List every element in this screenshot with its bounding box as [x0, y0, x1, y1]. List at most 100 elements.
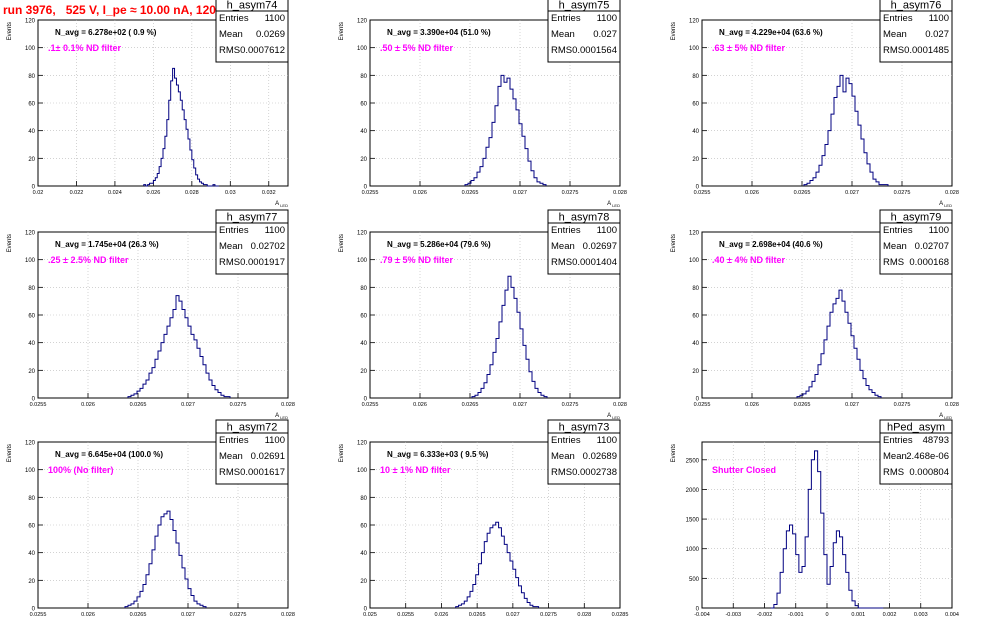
- histogram-name: h_asym78: [559, 212, 610, 224]
- x-tick-label: 0.0275: [540, 612, 557, 618]
- stats-box: [215, 9, 289, 63]
- histogram-series-h_asym77: [127, 295, 231, 398]
- y-tick-label: 60: [360, 524, 367, 530]
- y-tick-label: 100: [25, 258, 36, 264]
- stats-label: RMS: [219, 257, 240, 268]
- x-tick-label: 0.028: [945, 402, 959, 408]
- histogram-panel-h_asym74: 0 20 40 60 80 100 120 0.02 0.022 0.024 0.026 0.028 0…: [7, 0, 289, 208]
- x-tick-label: 0.004: [945, 612, 959, 618]
- navg-label: N_avg = 1.745e+04 (26.3 %): [55, 240, 159, 249]
- histogram-panel-h_asym76: 0 20 40 60 80 100 120 0.0255 0.026 0.0265 0.027 0.0…: [671, 0, 959, 208]
- y-tick-label: 0: [696, 185, 700, 191]
- stats-value: 48793: [923, 435, 949, 446]
- x-tick-label: 0.027: [506, 612, 520, 618]
- y-tick-label: 500: [689, 577, 700, 583]
- y-tick-label: 20: [692, 369, 699, 375]
- y-tick-label: 100: [357, 258, 368, 264]
- stats-label: RMS: [883, 257, 904, 268]
- x-axis-title: A LED: [607, 413, 620, 420]
- stats-label: Entries: [551, 13, 581, 24]
- histogram-series-h_asym73: [455, 521, 540, 608]
- y-tick-label: 100: [357, 46, 368, 52]
- stats-title-box: [547, 209, 621, 224]
- stats-value: 1100: [265, 435, 285, 446]
- y-axis-title: Events: [7, 234, 13, 252]
- stats-label: Entries: [219, 225, 249, 236]
- navg-label: N_avg = 2.698e+04 (40.6 %): [719, 240, 823, 249]
- x-tick-label: -0.004: [694, 612, 710, 618]
- stats-title-box: [879, 209, 953, 224]
- y-tick-label: 0: [32, 397, 36, 403]
- y-tick-label: 0: [364, 607, 368, 613]
- y-tick-label: 2000: [686, 488, 700, 494]
- stats-label: Mean: [551, 29, 575, 40]
- stats-value: 0.02691: [251, 451, 285, 462]
- histogram-series-h_asym72: [124, 510, 207, 608]
- y-axis-title: Events: [339, 444, 345, 462]
- x-tick-label: 0.026: [413, 190, 427, 196]
- y-tick-label: 0: [364, 185, 368, 191]
- navg-label: N_avg = 3.390e+04 (51.0 %): [387, 28, 491, 37]
- histogram-series-h_asym79: [796, 289, 882, 398]
- x-axis-title: A LED: [939, 413, 952, 420]
- histogram-name: h_asym79: [891, 212, 942, 224]
- stats-label: Entries: [883, 225, 913, 236]
- filter-label: .63 ± 5% ND filter: [712, 43, 785, 53]
- x-tick-label: 0.001: [851, 612, 865, 618]
- stats-label: RMS: [883, 45, 904, 56]
- navg-label: N_avg = 5.286e+04 (79.6 %): [387, 240, 491, 249]
- stats-label: Entries: [883, 435, 913, 446]
- x-tick-label: 0.027: [845, 402, 859, 408]
- stats-label: Mean: [883, 241, 907, 252]
- stats-title-box: [547, 419, 621, 434]
- x-tick-label: 0.026: [745, 402, 759, 408]
- stats-value: 1100: [929, 225, 949, 236]
- y-tick-label: 120: [357, 441, 368, 447]
- y-tick-label: 2500: [686, 458, 700, 464]
- y-axis-title: Events: [671, 444, 677, 462]
- x-axis-title: A LED: [607, 201, 620, 208]
- y-axis-title: Events: [671, 22, 677, 40]
- x-tick-label: 0.0275: [894, 190, 911, 196]
- histogram-series-hPed_asym: [770, 450, 884, 609]
- stats-value: 1100: [597, 435, 617, 446]
- stats-label: Mean: [219, 241, 243, 252]
- y-tick-label: 120: [25, 231, 36, 237]
- y-tick-label: 0: [696, 607, 700, 613]
- stats-label: Mean: [551, 451, 575, 462]
- x-tick-label: 0.027: [181, 612, 195, 618]
- stats-box: [879, 431, 953, 485]
- x-tick-label: 0.026: [435, 612, 449, 618]
- x-tick-label: 0.0265: [462, 190, 479, 196]
- x-tick-label: 0.0255: [694, 402, 711, 408]
- stats-label: Mean: [883, 451, 907, 462]
- y-tick-label: 40: [28, 129, 35, 135]
- x-tick-label: 0.0275: [562, 402, 579, 408]
- x-tick-label: 0.022: [70, 190, 84, 196]
- y-tick-label: 20: [28, 579, 35, 585]
- y-axis-title: Events: [7, 444, 13, 462]
- stats-value: 0.0001564: [572, 45, 617, 56]
- y-tick-label: 40: [360, 129, 367, 135]
- stats-value: 0.0002738: [572, 467, 617, 478]
- y-axis-title: Events: [339, 22, 345, 40]
- x-tick-label: 0.0255: [30, 612, 47, 618]
- y-tick-label: 60: [360, 314, 367, 320]
- x-tick-label: 0.003: [914, 612, 928, 618]
- x-tick-label: 0.027: [513, 190, 527, 196]
- histogram-panel-h_asym79: 0 20 40 60 80 100 120 0.0255 0.026 0.0265 0.027 0.0…: [671, 209, 959, 420]
- x-tick-label: 0.028: [281, 612, 295, 618]
- histogram-series-h_asym76: [803, 74, 889, 186]
- x-axis-title: A LED: [275, 413, 288, 420]
- histogram-name: h_asym77: [227, 212, 278, 224]
- x-tick-label: 0.002: [883, 612, 897, 618]
- x-tick-label: 0.028: [577, 612, 591, 618]
- y-tick-label: 40: [692, 341, 699, 347]
- y-tick-label: 60: [360, 102, 367, 108]
- stats-label: Entries: [883, 13, 913, 24]
- stats-title-box: [879, 419, 953, 434]
- stats-box: [547, 221, 621, 275]
- stats-value: 0.000804: [909, 467, 949, 478]
- stats-label: Entries: [219, 435, 249, 446]
